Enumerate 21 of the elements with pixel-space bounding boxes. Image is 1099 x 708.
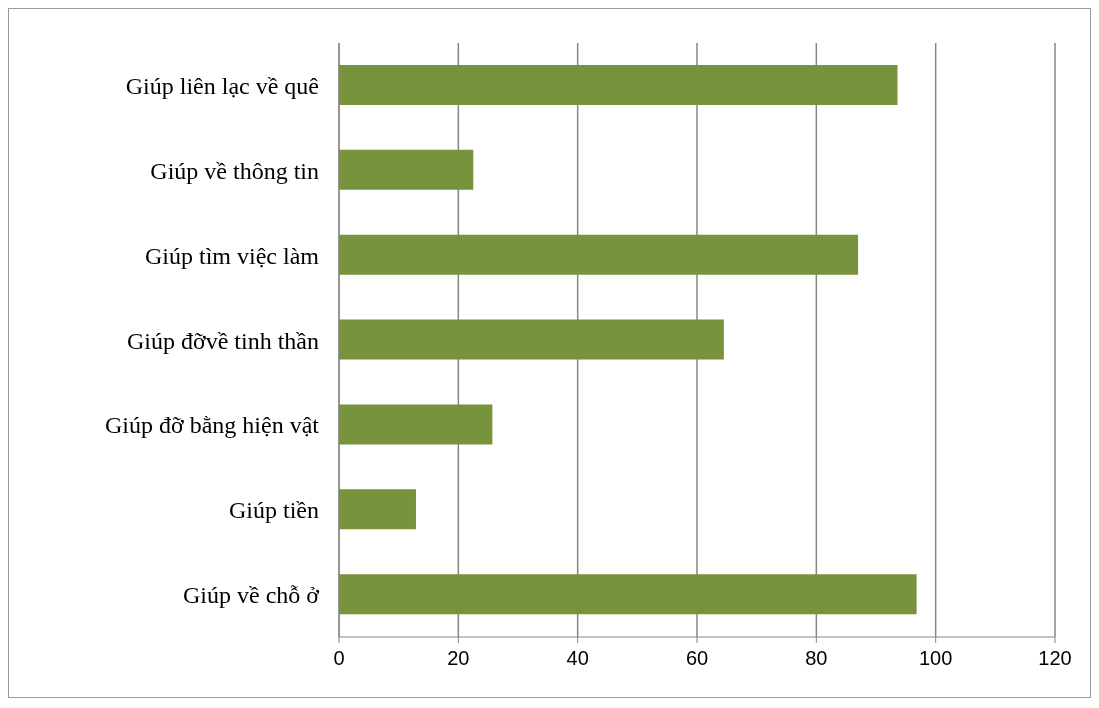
y-tick-label: Giúp đỡ bằng hiện vật: [105, 412, 320, 439]
bar: [339, 65, 898, 105]
bar: [339, 149, 474, 190]
bar: [339, 574, 917, 615]
y-tick-label: Giúp đỡvề tinh thần: [127, 327, 319, 354]
x-tick-label: 60: [685, 647, 709, 670]
y-tick-label: Giúp liên lạc về quê: [125, 72, 319, 99]
bar: [339, 234, 859, 275]
bar: [339, 489, 416, 530]
bar: [339, 319, 724, 360]
y-tick-label: Giúp về thông tin: [150, 157, 319, 184]
x-tick-label: 80: [805, 647, 828, 670]
y-tick-label: Giúp về chỗ ở: [183, 582, 320, 609]
x-tick-label: 20: [447, 647, 470, 670]
bar: [339, 404, 493, 445]
x-tick-label: 0: [333, 647, 345, 670]
x-tick-label: 40: [566, 647, 589, 670]
y-tick-label: Giúp tìm việc làm: [145, 242, 320, 269]
y-tick-label: Giúp tiền: [229, 497, 319, 524]
x-tick-label: 120: [1038, 647, 1072, 670]
x-tick-label: 100: [918, 647, 953, 670]
